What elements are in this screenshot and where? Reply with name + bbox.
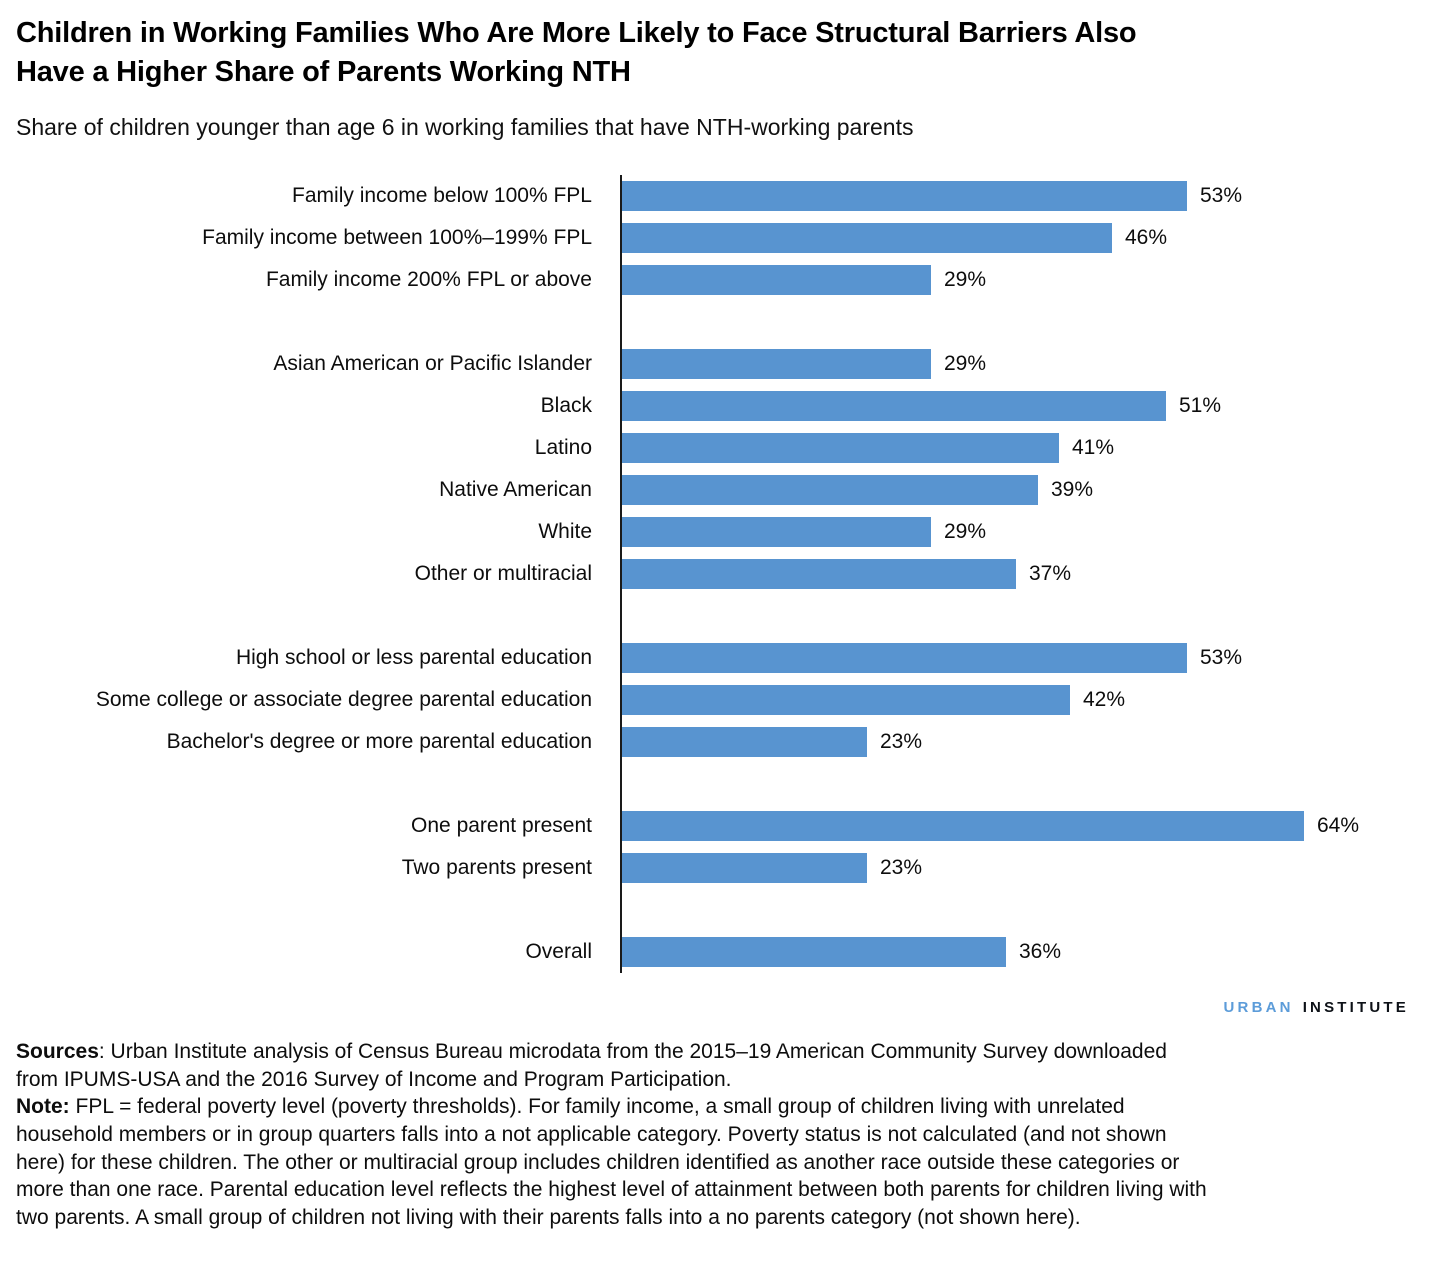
category-label: Latino — [534, 435, 592, 459]
chart-row: Some college or associate degree parenta… — [16, 679, 1413, 721]
chart-row: Bachelor's degree or more parental educa… — [16, 721, 1413, 763]
category-label: One parent present — [411, 813, 592, 837]
chart-row: Native American 39% — [16, 469, 1413, 511]
value-label: 42% — [1083, 687, 1126, 711]
value-label: 64% — [1317, 813, 1360, 837]
value-label: 29% — [944, 351, 987, 375]
bar-area: 46% — [622, 222, 1413, 253]
value-label: 23% — [880, 729, 923, 753]
sources-label: Sources — [16, 1039, 99, 1063]
bar-area: 29% — [622, 264, 1413, 295]
bar — [622, 390, 1166, 421]
category-label: Asian American or Pacific Islander — [273, 351, 592, 375]
bar — [622, 852, 867, 883]
bar-area: 29% — [622, 348, 1413, 379]
logo-institute-text: INSTITUTE — [1302, 998, 1409, 1016]
category-label: Family income between 100%–199% FPL — [202, 225, 592, 249]
note-label: Note: — [16, 1095, 70, 1119]
bar-area: 37% — [622, 558, 1413, 589]
bar-area: 53% — [622, 180, 1413, 211]
sources-paragraph: Sources: Urban Institute analysis of Cen… — [16, 1038, 1208, 1093]
value-label: 41% — [1072, 435, 1115, 459]
bar — [622, 432, 1059, 463]
bar — [622, 642, 1187, 673]
bar-area: 36% — [622, 936, 1413, 967]
category-label: High school or less parental education — [235, 645, 592, 669]
category-label: Some college or associate degree parenta… — [95, 687, 592, 711]
category-label: Family income below 100% FPL — [292, 183, 592, 207]
chart-row: White 29% — [16, 511, 1413, 553]
category-label: Two parents present — [401, 855, 592, 879]
bar-area: 51% — [622, 390, 1413, 421]
value-label: 36% — [1019, 939, 1062, 963]
bar — [622, 684, 1070, 715]
note-text: FPL = federal poverty level (poverty thr… — [16, 1095, 1207, 1230]
chart-title: Children in Working Families Who Are Mor… — [16, 17, 1137, 89]
chart-row: Other or multiracial 37% — [16, 553, 1413, 595]
bar-area: 42% — [622, 684, 1413, 715]
sources-text: : Urban Institute analysis of Census Bur… — [16, 1039, 1167, 1091]
chart-row: Overall 36% — [16, 931, 1413, 973]
value-label: 46% — [1125, 225, 1168, 249]
category-label: Bachelor's degree or more parental educa… — [166, 729, 592, 753]
bar — [622, 180, 1187, 211]
footer-notes: Sources: Urban Institute analysis of Cen… — [16, 1038, 1208, 1232]
bar-area: 39% — [622, 474, 1413, 505]
bar — [622, 516, 931, 547]
bar-area: 23% — [622, 852, 1413, 883]
value-label: 29% — [944, 519, 987, 543]
value-label: 29% — [944, 267, 987, 291]
page: Children in Working Families Who Are Mor… — [16, 17, 1413, 1232]
group-gap — [16, 763, 1413, 805]
category-label: Native American — [439, 477, 592, 501]
bar-area: 53% — [622, 642, 1413, 673]
value-label: 37% — [1029, 561, 1072, 585]
value-label: 53% — [1200, 183, 1243, 207]
chart-row: Two parents present 23% — [16, 847, 1413, 889]
value-label: 51% — [1179, 393, 1222, 417]
logo-urban-text: URBAN — [1223, 998, 1294, 1016]
bar — [622, 558, 1016, 589]
bar-area: 23% — [622, 726, 1413, 757]
bar — [622, 348, 931, 379]
chart-row: High school or less parental education 53… — [16, 637, 1413, 679]
category-label: Overall — [525, 939, 592, 963]
value-label: 39% — [1051, 477, 1094, 501]
bar — [622, 726, 867, 757]
chart-row: Asian American or Pacific Islander 29% — [16, 343, 1413, 385]
bar — [622, 264, 931, 295]
bar — [622, 936, 1006, 967]
bar — [622, 474, 1038, 505]
group-gap — [16, 889, 1413, 931]
group-gap — [16, 301, 1413, 343]
bar-area: 64% — [622, 810, 1413, 841]
group-gap — [16, 595, 1413, 637]
category-label: Family income 200% FPL or above — [265, 267, 592, 291]
note-paragraph: Note: FPL = federal poverty level (pover… — [16, 1093, 1208, 1232]
bar — [622, 222, 1112, 253]
urban-institute-logo: URBAN INSTITUTE — [16, 999, 1413, 1016]
category-label: Black — [540, 393, 592, 417]
value-label: 23% — [880, 855, 923, 879]
bar-area: 29% — [622, 516, 1413, 547]
category-label: White — [538, 519, 592, 543]
value-label: 53% — [1200, 645, 1243, 669]
chart-row: Black 51% — [16, 385, 1413, 427]
chart-row: Family income below 100% FPL 53% — [16, 175, 1413, 217]
chart-row: Latino 41% — [16, 427, 1413, 469]
y-axis-line — [620, 174, 622, 973]
bar — [622, 810, 1304, 841]
bar-area: 41% — [622, 432, 1413, 463]
bar-chart: Family income below 100% FPL 53% Family in… — [16, 174, 1413, 973]
category-label: Other or multiracial — [414, 561, 592, 585]
chart-row: Family income 200% FPL or above 29% — [16, 259, 1413, 301]
chart-subtitle: Share of children younger than age 6 in … — [16, 113, 914, 140]
chart-row: One parent present 64% — [16, 805, 1413, 847]
chart-row: Family income between 100%–199% FPL 46% — [16, 217, 1413, 259]
